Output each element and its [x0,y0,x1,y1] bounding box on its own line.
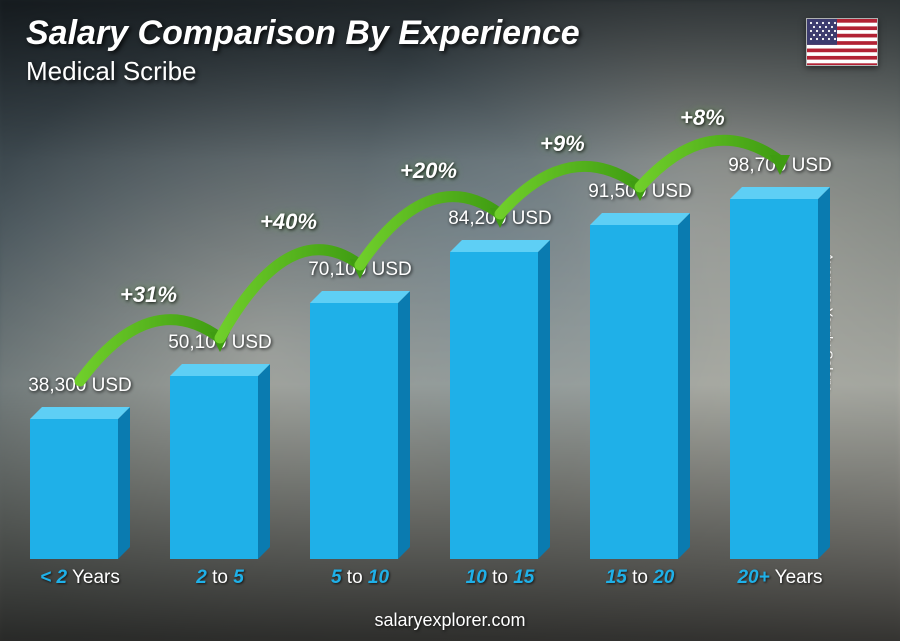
bar-group: 50,100 USD 2 to 5 [170,89,270,589]
bar-group: 70,100 USD 5 to 10 [310,89,410,589]
bar-front [590,225,678,559]
bar: 98,700 USD [730,199,830,559]
bar-group: 98,700 USD 20+ Years [730,89,830,589]
bar-value-label: 50,100 USD [168,332,272,354]
bar-chart: 38,300 USD < 2 Years 50,100 USD 2 to 5 70,10… [30,89,870,589]
bar-x-label: 20+ Years [730,567,830,589]
chart-title: Salary Comparison By Experience [26,14,580,53]
increase-pct-label: +40% [260,209,317,235]
bar-top [170,364,270,376]
bar-value-label: 70,100 USD [308,259,412,281]
bar-value-label: 91,500 USD [588,181,692,203]
bar-top [590,213,690,225]
bar: 70,100 USD [310,303,410,559]
bar-front [170,376,258,559]
bar-side [118,407,130,559]
country-flag-icon [806,18,878,66]
bar-side [398,291,410,559]
bar-group: 91,500 USD 15 to 20 [590,89,690,589]
bar-value-label: 98,700 USD [728,155,832,177]
bar: 38,300 USD [30,419,130,559]
increase-pct-label: +20% [400,158,457,184]
bar-top [730,187,830,199]
bar-front [310,303,398,559]
bar-top [310,291,410,303]
bar-x-label: < 2 Years [30,567,130,589]
bar-front [730,199,818,559]
footer-attribution: salaryexplorer.com [0,610,900,631]
bar-value-label: 38,300 USD [28,375,132,397]
bar-x-label: 15 to 20 [590,567,690,589]
bar-group: 38,300 USD < 2 Years [30,89,130,589]
bar-side [818,187,830,559]
bar-x-label: 10 to 15 [450,567,550,589]
bar-x-label: 2 to 5 [170,567,270,589]
bar-top [30,407,130,419]
bar-front [30,419,118,559]
bar-top [450,240,550,252]
bar: 84,200 USD [450,252,550,559]
bar-value-label: 84,200 USD [448,208,552,230]
bar-side [678,213,690,559]
increase-pct-label: +9% [540,131,585,157]
infographic-stage: Salary Comparison By Experience Medical … [0,0,900,641]
bar: 91,500 USD [590,225,690,559]
increase-pct-label: +31% [120,282,177,308]
bar-side [258,364,270,559]
bar-group: 84,200 USD 10 to 15 [450,89,550,589]
bar-side [538,240,550,559]
bar-front [450,252,538,559]
increase-pct-label: +8% [680,105,725,131]
bar: 50,100 USD [170,376,270,559]
chart-subtitle: Medical Scribe [26,56,197,87]
bar-x-label: 5 to 10 [310,567,410,589]
